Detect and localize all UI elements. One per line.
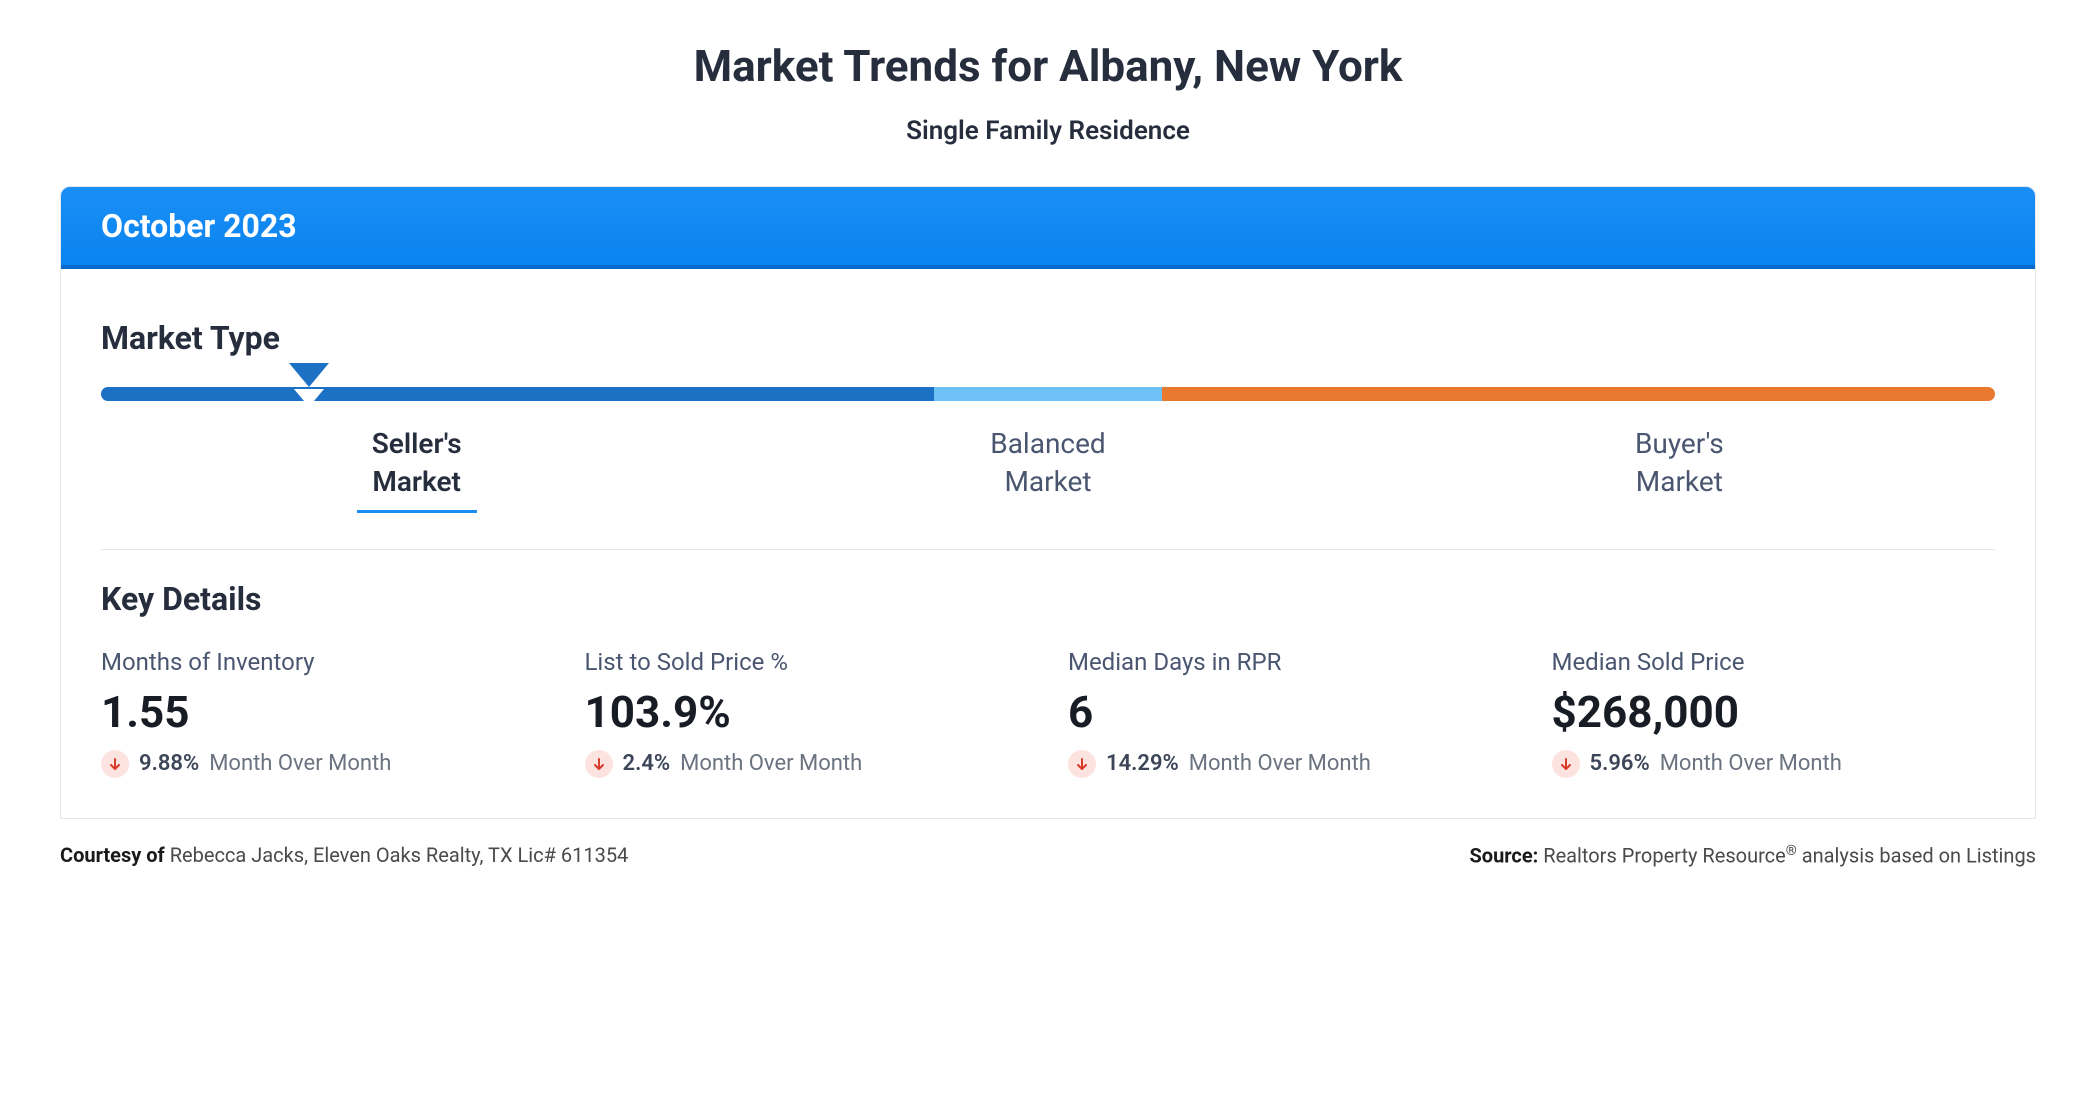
footer-courtesy-text: Rebecca Jacks, Eleven Oaks Realty, TX Li… [170,843,629,867]
metric-delta: 9.88% Month Over Month [101,750,545,778]
delta-percent: 14.29% [1106,751,1179,776]
delta-period: Month Over Month [680,751,862,776]
gauge-segment-1 [934,387,1161,401]
gauge-pointer-icon [289,363,329,387]
gauge-segment-2 [1162,387,1995,401]
metric-label: Median Sold Price [1552,648,1996,676]
footer-source-label: Source: [1469,843,1538,867]
delta-percent: 5.96% [1590,751,1650,776]
delta-percent: 2.4% [623,751,671,776]
metric-label: Months of Inventory [101,648,545,676]
footer-courtesy: Courtesy of Rebecca Jacks, Eleven Oaks R… [60,843,628,868]
metric-1: List to Sold Price % 103.9% 2.4% Month Over… [585,648,1029,778]
footer-source: Source: Realtors Property Resource® anal… [1469,843,2036,868]
page-subtitle: Single Family Residence [60,116,2036,146]
metric-value: 103.9% [585,686,1029,738]
arrow-down-icon [1552,750,1580,778]
metric-label: List to Sold Price % [585,648,1029,676]
section-divider [101,549,1995,550]
gauge-bar [101,387,1995,401]
market-type-title: Market Type [101,319,1995,357]
footer: Courtesy of Rebecca Jacks, Eleven Oaks R… [60,843,2036,868]
market-trends-card: October 2023 Market Type Seller'sMarketB… [60,186,2036,819]
gauge-label-0: Seller'sMarket [101,425,732,513]
metric-delta: 5.96% Month Over Month [1552,750,1996,778]
metric-value: $268,000 [1552,686,1996,738]
card-body: Market Type Seller'sMarketBalancedMarket… [61,269,2035,818]
delta-period: Month Over Month [1189,751,1371,776]
metric-value: 6 [1068,686,1512,738]
delta-percent: 9.88% [139,751,199,776]
metric-0: Months of Inventory 1.55 9.88% Month Over M… [101,648,545,778]
metric-3: Median Sold Price $268,000 5.96% Month Over… [1552,648,1996,778]
market-type-gauge [101,387,1995,401]
gauge-segment-0 [101,387,934,401]
gauge-label-2: Buyer'sMarket [1364,425,1995,513]
footer-source-text-post: analysis based on Listings [1797,843,2036,867]
metric-delta: 14.29% Month Over Month [1068,750,1512,778]
metric-2: Median Days in RPR 6 14.29% Month Over Mont… [1068,648,1512,778]
registered-mark-icon: ® [1786,843,1797,859]
metric-delta: 2.4% Month Over Month [585,750,1029,778]
footer-source-text-pre: Realtors Property Resource [1543,843,1786,867]
card-header-month: October 2023 [61,187,2035,269]
delta-period: Month Over Month [209,751,391,776]
metric-label: Median Days in RPR [1068,648,1512,676]
delta-period: Month Over Month [1660,751,1842,776]
arrow-down-icon [1068,750,1096,778]
page-title: Market Trends for Albany, New York [60,40,2036,92]
footer-courtesy-label: Courtesy of [60,843,165,867]
key-details-metrics: Months of Inventory 1.55 9.88% Month Over M… [101,648,1995,778]
key-details-title: Key Details [101,580,1995,618]
gauge-label-1: BalancedMarket [732,425,1363,513]
gauge-labels: Seller'sMarketBalancedMarketBuyer'sMarke… [101,425,1995,513]
arrow-down-icon [585,750,613,778]
arrow-down-icon [101,750,129,778]
metric-value: 1.55 [101,686,545,738]
